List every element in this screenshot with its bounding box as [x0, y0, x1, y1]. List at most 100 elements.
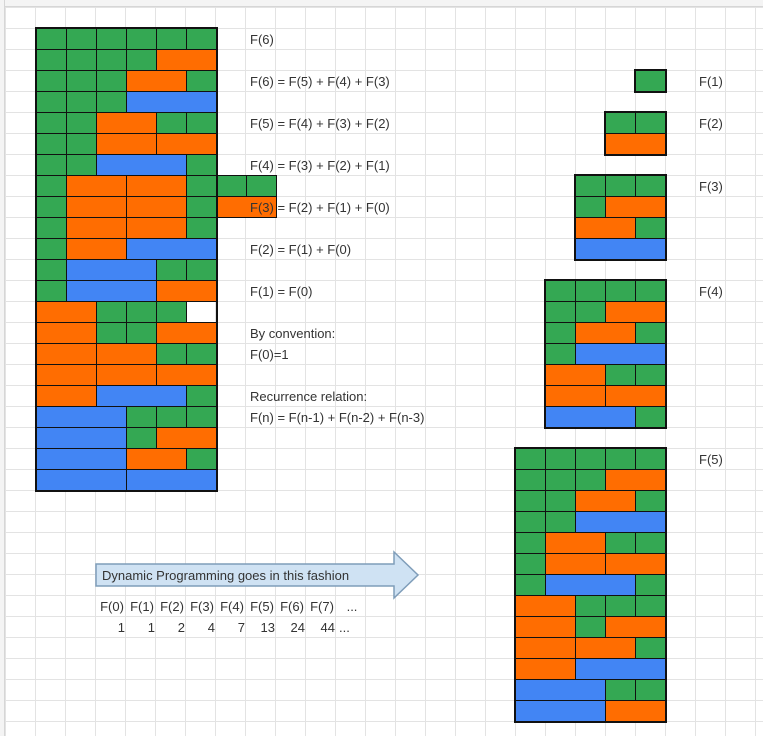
group-label-f4: F(4): [699, 284, 723, 299]
green-square-tile: [575, 448, 606, 470]
green-square-tile: [126, 427, 157, 449]
green-square-tile: [66, 28, 97, 50]
orange-bar-tile: [36, 322, 97, 344]
orange-bar-tile: [156, 49, 217, 71]
sequence-label: F(1): [130, 599, 154, 614]
green-square-tile: [515, 553, 546, 575]
orange-bar-tile: [66, 238, 127, 260]
arrow-label: Dynamic Programming goes in this fashion: [102, 568, 350, 583]
green-square-tile: [605, 112, 636, 134]
green-square-tile: [635, 364, 666, 386]
green-square-tile: [36, 259, 67, 281]
orange-bar-tile: [156, 133, 217, 155]
green-square-tile: [605, 679, 636, 701]
blue-bar-tile: [575, 238, 666, 260]
green-square-tile: [96, 49, 127, 71]
green-square-tile: [66, 49, 97, 71]
orange-bar-tile: [515, 658, 576, 680]
green-square-tile: [575, 595, 606, 617]
sequence-label: ...: [346, 599, 358, 614]
orange-bar-tile: [36, 364, 97, 386]
sequence-value: 7: [237, 620, 245, 635]
recurrence-heading: Recurrence relation:: [250, 389, 368, 404]
blue-bar-tile: [96, 385, 187, 407]
orange-bar-tile: [605, 301, 666, 323]
sequence-label: F(3): [190, 599, 214, 614]
green-square-tile: [545, 280, 576, 302]
green-square-tile: [126, 301, 157, 323]
green-square-tile: [36, 238, 67, 260]
green-square-tile: [216, 175, 247, 197]
orange-bar-tile: [36, 385, 97, 407]
orange-bar-tile: [575, 322, 636, 344]
green-square-tile: [605, 175, 636, 197]
green-square-tile: [635, 448, 666, 470]
blue-bar-tile: [96, 154, 187, 176]
orange-bar-tile: [575, 217, 636, 239]
green-square-tile: [36, 196, 67, 218]
sequence-label: F(0): [100, 599, 124, 614]
green-square-tile: [96, 70, 127, 92]
orange-bar-tile: [66, 217, 127, 239]
green-square-tile: [36, 133, 67, 155]
orange-bar-tile: [96, 364, 157, 386]
orange-bar-tile: [515, 616, 576, 638]
blue-bar-tile: [126, 91, 217, 113]
blue-bar-tile: [515, 700, 606, 722]
green-square-tile: [515, 448, 546, 470]
green-square-tile: [575, 301, 606, 323]
blue-bar-tile: [126, 469, 217, 491]
main-title: F(6): [250, 32, 274, 47]
green-square-tile: [96, 322, 127, 344]
green-square-tile: [545, 448, 576, 470]
green-square-tile: [515, 511, 546, 533]
green-square-tile: [186, 217, 217, 239]
group-label-f5: F(5): [699, 452, 723, 467]
green-square-tile: [635, 595, 666, 617]
blue-bar-tile: [66, 280, 157, 302]
green-square-tile: [545, 322, 576, 344]
green-square-tile: [186, 175, 217, 197]
green-square-tile: [186, 259, 217, 281]
sequence-label: F(7): [310, 599, 334, 614]
equation-f4: F(4) = F(3) + F(2) + F(1): [250, 158, 390, 173]
green-square-tile: [186, 154, 217, 176]
orange-bar-tile: [575, 637, 636, 659]
green-square-tile: [635, 217, 666, 239]
orange-bar-tile: [126, 448, 187, 470]
green-square-tile: [515, 532, 546, 554]
blue-bar-tile: [36, 469, 127, 491]
recurrence-formula: F(n) = F(n-1) + F(n-2) + F(n-3): [250, 410, 425, 425]
sequence-value: 1: [147, 620, 155, 635]
blue-bar-tile: [545, 406, 636, 428]
orange-bar-tile: [515, 637, 576, 659]
green-square-tile: [246, 175, 277, 197]
green-square-tile: [515, 490, 546, 512]
convention-heading: By convention:: [250, 326, 336, 341]
sequence-value: 13: [260, 620, 275, 635]
blue-bar-tile: [575, 511, 666, 533]
blue-bar-tile: [66, 259, 157, 281]
sequence-label: F(6): [280, 599, 304, 614]
convention-value: F(0)=1: [250, 347, 289, 362]
green-square-tile: [635, 406, 666, 428]
green-square-tile: [186, 448, 217, 470]
green-square-tile: [186, 70, 217, 92]
green-square-tile: [186, 343, 217, 365]
group-label-f3: F(3): [699, 179, 723, 194]
green-square-tile: [575, 196, 606, 218]
orange-bar-tile: [545, 364, 606, 386]
green-square-tile: [575, 175, 606, 197]
orange-bar-tile: [126, 217, 187, 239]
green-square-tile: [635, 280, 666, 302]
blue-bar-tile: [575, 658, 666, 680]
orange-bar-tile: [545, 553, 606, 575]
green-square-tile: [36, 91, 67, 113]
green-square-tile: [515, 469, 546, 491]
blue-bar-tile: [545, 574, 636, 596]
green-square-tile: [635, 112, 666, 134]
sheet-row-header-bar: [0, 0, 5, 736]
orange-bar-tile: [605, 469, 666, 491]
orange-bar-tile: [605, 385, 666, 407]
green-square-tile: [66, 154, 97, 176]
